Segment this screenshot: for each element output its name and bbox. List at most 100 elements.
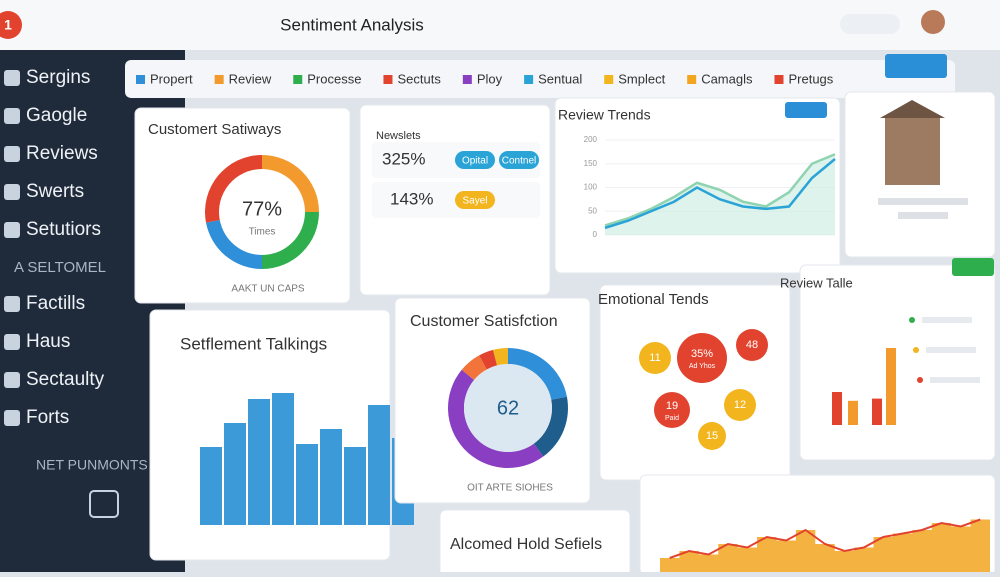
bar: [832, 392, 842, 425]
donut-inner: [464, 364, 552, 452]
nav-section: A SELTOMEL: [14, 259, 106, 276]
nav-item: Reviews: [26, 143, 98, 164]
image-roof: [880, 100, 945, 118]
bar: [224, 423, 246, 525]
nav-section: NET PUNMONTS: [36, 457, 148, 473]
card-title: Customert Satiways: [148, 121, 281, 138]
card: [799, 264, 996, 461]
nav-icon: [4, 372, 20, 388]
legend-swatch: [293, 75, 303, 84]
donut-sub: Times: [249, 227, 276, 238]
nav-item: Swerts: [26, 181, 84, 202]
pill-label: Sayel: [462, 196, 487, 207]
nav-icon: [4, 70, 20, 86]
donut-segment: [447, 369, 544, 468]
bubble-sub: Ad Yhos: [689, 363, 716, 370]
bubble-label: 15: [706, 430, 718, 442]
donut-segment: [508, 348, 567, 400]
legend-label: Smplect: [618, 71, 665, 86]
legend-label: Processe: [307, 71, 361, 86]
legend-dot: [909, 317, 915, 323]
nav-item: Forts: [26, 407, 69, 428]
legend-swatch: [462, 75, 472, 84]
nav-icon: [4, 108, 20, 124]
legend-label: Propert: [150, 71, 193, 86]
legend-swatch: [136, 75, 145, 84]
bubble: [724, 389, 756, 421]
image-building: [885, 115, 940, 185]
legend-swatch: [687, 75, 697, 84]
nav-icon: [4, 222, 20, 238]
pill: [455, 191, 495, 209]
caption: AAKT UN CAPS: [231, 284, 304, 295]
y-tick-label: 200: [584, 135, 598, 144]
donut-segment: [533, 396, 568, 457]
image-caption: [898, 212, 948, 219]
badge: [0, 11, 22, 39]
bubble: [736, 329, 768, 361]
nav-icon: [4, 410, 20, 426]
nav-item: Setutiors: [26, 219, 101, 240]
card-title: Emotional Tends: [598, 291, 709, 308]
step-area: [660, 519, 990, 572]
line: [604, 158, 836, 230]
legend-swatch: [383, 75, 393, 84]
legend-swatch: [214, 75, 224, 84]
card-title: Alcomed Hold Sefiels: [450, 536, 602, 553]
legend-label: Review: [229, 71, 272, 86]
bubble-label: 35%: [691, 348, 713, 360]
legend-line: [926, 347, 976, 353]
legend-label: Camagls: [701, 71, 753, 86]
bubble-label: 11: [649, 352, 660, 364]
caption: OIT ARTE SIOHES: [467, 483, 553, 494]
area: [605, 154, 835, 235]
line: [604, 153, 836, 227]
button[interactable]: [952, 258, 994, 276]
button[interactable]: [885, 54, 947, 78]
nav-item: Gaogle: [26, 105, 87, 126]
bubble: [698, 422, 726, 450]
donut-segment: [461, 355, 487, 380]
bar: [872, 398, 882, 425]
legend-label: Sentual: [538, 71, 582, 86]
card-title: Customer Satisfction: [410, 313, 558, 330]
card: [599, 284, 791, 481]
nav-item: Haus: [26, 331, 70, 352]
card-title: Review Talle: [780, 275, 853, 290]
legend-line: [930, 377, 980, 383]
bar: [248, 399, 270, 525]
donut-segment: [479, 349, 498, 370]
legend-dot: [917, 377, 923, 383]
nav-icon: [4, 184, 20, 200]
nav-icon: [4, 296, 20, 312]
bubble-label: 48: [746, 339, 758, 351]
avatar[interactable]: [921, 10, 945, 34]
bubble-sub: Paid: [665, 415, 679, 422]
donut-segment: [262, 155, 319, 212]
legend-bar: [125, 60, 955, 98]
y-tick-label: 0: [593, 230, 598, 239]
bar: [320, 429, 342, 525]
button[interactable]: [785, 102, 827, 118]
stat-value: 325%: [382, 149, 425, 168]
page-title: Sentiment Analysis: [280, 15, 424, 34]
image-caption: [878, 198, 968, 205]
y-tick-label: 150: [584, 159, 598, 168]
card-title: Review Trends: [558, 107, 651, 123]
nav-item: Sectaulty: [26, 369, 105, 390]
legend-swatch: [524, 75, 534, 84]
search[interactable]: [840, 14, 900, 34]
nav-item: Sergins: [26, 67, 90, 88]
bar: [200, 447, 222, 525]
header: [0, 0, 1000, 50]
bar: [368, 405, 390, 525]
nav-icon: [4, 334, 20, 350]
card-title: Setflement Talkings: [180, 334, 327, 353]
legend-label: Ploy: [477, 71, 503, 86]
donut-segment: [205, 155, 262, 223]
donut-center: 62: [497, 397, 519, 419]
y-tick-label: 100: [584, 183, 598, 192]
bar: [344, 447, 366, 525]
